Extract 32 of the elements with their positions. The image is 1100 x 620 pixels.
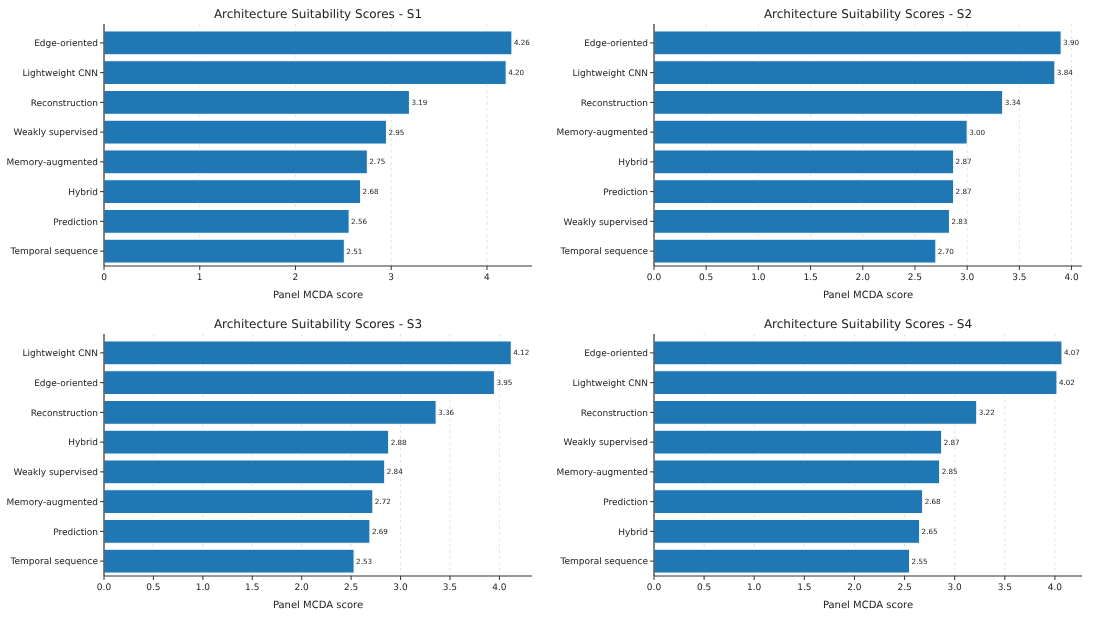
bar xyxy=(103,179,362,205)
bar xyxy=(103,489,374,515)
bar xyxy=(103,208,350,234)
bar xyxy=(653,370,1058,396)
bar xyxy=(103,340,512,366)
bar xyxy=(653,548,911,574)
bar xyxy=(653,489,924,515)
bar xyxy=(103,399,437,425)
bar xyxy=(653,119,968,145)
bar xyxy=(103,429,390,455)
bar xyxy=(103,548,355,574)
bar xyxy=(103,518,371,544)
bar xyxy=(653,399,978,425)
bar xyxy=(653,149,955,175)
bar xyxy=(653,238,937,264)
bar xyxy=(103,149,368,175)
bar xyxy=(653,208,950,234)
bar xyxy=(103,30,513,56)
bar xyxy=(103,89,410,115)
bar xyxy=(653,89,1004,115)
bar xyxy=(103,119,387,145)
bar xyxy=(103,60,507,86)
bar xyxy=(103,238,345,264)
bar xyxy=(653,459,941,485)
bar xyxy=(653,518,921,544)
bar xyxy=(653,179,955,205)
bar xyxy=(653,429,943,455)
bar xyxy=(653,340,1063,366)
bar xyxy=(103,459,386,485)
bar xyxy=(653,30,1062,56)
bar xyxy=(103,370,495,396)
bar xyxy=(653,60,1056,86)
